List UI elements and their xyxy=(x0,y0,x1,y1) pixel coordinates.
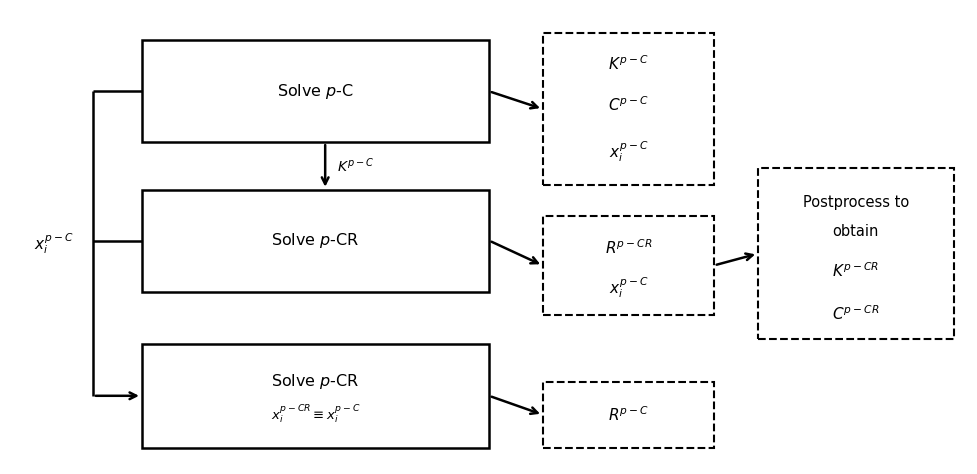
Text: $C^{p-C}$: $C^{p-C}$ xyxy=(608,95,648,114)
Text: $K^{p-C}$: $K^{p-C}$ xyxy=(608,54,648,73)
Text: $R^{p-CR}$: $R^{p-CR}$ xyxy=(604,238,652,257)
Text: Solve $p$-CR: Solve $p$-CR xyxy=(271,231,360,250)
Text: $K^{p-C}$: $K^{p-C}$ xyxy=(336,156,373,175)
Text: $R^{p-C}$: $R^{p-C}$ xyxy=(608,405,648,424)
Text: $x_i^{p-C}$: $x_i^{p-C}$ xyxy=(608,275,648,300)
Bar xyxy=(142,40,488,142)
Bar xyxy=(542,33,713,185)
Bar xyxy=(542,216,713,315)
Text: $x_i^{p-C}$: $x_i^{p-C}$ xyxy=(608,139,648,164)
Text: $x_i^{p-C}$: $x_i^{p-C}$ xyxy=(34,231,73,256)
Text: obtain: obtain xyxy=(831,224,878,239)
Text: Solve $p$-CR: Solve $p$-CR xyxy=(271,372,360,391)
Bar xyxy=(142,190,488,292)
Text: Postprocess to: Postprocess to xyxy=(802,195,908,210)
Text: $x_i^{p-CR}\equiv x_i^{p-C}$: $x_i^{p-CR}\equiv x_i^{p-C}$ xyxy=(271,403,360,426)
Text: $K^{p-CR}$: $K^{p-CR}$ xyxy=(831,261,878,280)
Bar xyxy=(757,168,953,339)
Text: $C^{p-CR}$: $C^{p-CR}$ xyxy=(831,304,878,323)
Bar xyxy=(542,382,713,448)
Bar xyxy=(142,344,488,448)
Text: Solve $p$-C: Solve $p$-C xyxy=(276,82,354,101)
